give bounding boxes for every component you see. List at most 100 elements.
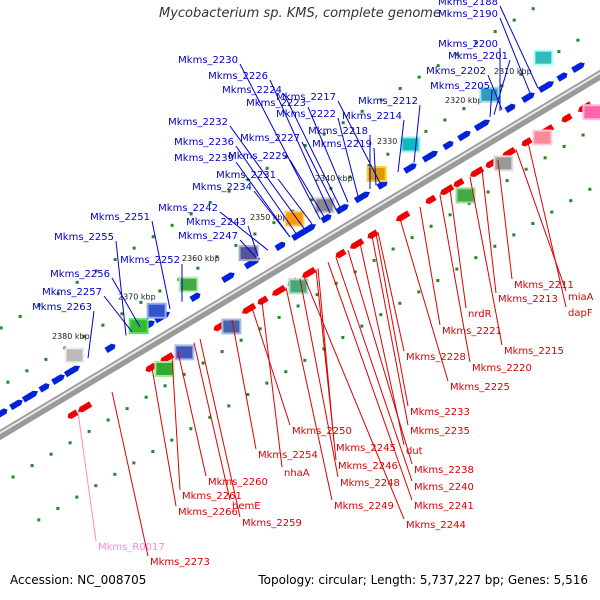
reverse-gene-arrow: [257, 295, 269, 305]
top-gene-label: Mkms_2214: [342, 111, 402, 122]
tick-dot: [25, 369, 29, 373]
tick-dot: [519, 72, 523, 76]
leader-line: [499, 17, 531, 94]
reverse-gene-arrow: [77, 401, 93, 413]
tick-dot: [296, 304, 300, 308]
tick-dot: [424, 129, 428, 133]
tick-dot: [372, 258, 376, 262]
top-gene-label: Mkms_2217: [276, 92, 336, 103]
forward-gene-arrow: [291, 230, 305, 241]
tick-dot: [94, 484, 98, 488]
reverse-gene-arrow: [145, 362, 157, 373]
feature-block: [582, 104, 600, 121]
leader-line: [371, 235, 409, 426]
top-gene-label: Mkms_2224: [222, 85, 282, 96]
forward-gene-arrow: [335, 203, 349, 215]
leader-line: [327, 262, 413, 501]
bottom-gene-label: Mkms_2233: [410, 407, 470, 418]
tick-dot: [87, 429, 91, 433]
bottom-gene-label: Mkms_2273: [150, 557, 210, 568]
forward-gene-arrow: [221, 272, 235, 283]
leader-line: [177, 352, 207, 477]
tick-dot: [56, 506, 60, 510]
forward-gene-arrow: [403, 163, 417, 174]
tick-dot: [30, 464, 34, 468]
leader-line: [493, 59, 511, 115]
leader-line: [499, 5, 539, 89]
feature-block: [532, 129, 553, 146]
reverse-gene-arrow: [521, 137, 533, 147]
kbp-tick-label: 2380 kbp: [52, 332, 90, 341]
top-gene-label: Mkms_2188: [438, 0, 498, 8]
top-gene-label: Mkms_2230: [178, 55, 238, 66]
leader-line: [283, 93, 341, 208]
tick-dot: [253, 232, 257, 236]
tick-dot: [189, 212, 193, 216]
bottom-gene-label: Mkms_2254: [258, 450, 318, 461]
top-gene-label: Mkms_2205: [430, 81, 490, 92]
kbp-tick-label: 2340 kbp: [315, 174, 353, 183]
forward-gene-arrow: [556, 72, 568, 82]
kbp-tick-label: 2370 kbp: [118, 292, 156, 301]
leader-line: [115, 240, 127, 336]
leader-line: [413, 104, 421, 163]
feature-block: [533, 49, 554, 66]
tick-dot: [234, 243, 238, 247]
leader-line: [399, 218, 449, 382]
tick-dot: [94, 269, 98, 273]
top-gene-label: Mkms_2212: [358, 96, 418, 107]
bottom-gene-label: Mkms_2220: [472, 363, 532, 374]
tick-dot: [576, 38, 580, 42]
feature-block: [221, 318, 242, 335]
reverse-gene-arrow: [395, 210, 411, 222]
leader-line: [335, 257, 413, 482]
bottom-gene-label: Mkms_2225: [450, 382, 510, 393]
tick-dot: [341, 335, 345, 339]
inner-tick-lane-bottom: [11, 133, 585, 479]
tick-dot: [367, 164, 371, 168]
top-gene-label: Mkms_2226: [208, 71, 268, 82]
bottom-gene-label: Mkms_2248: [340, 478, 400, 489]
bottom-gene-label: Mkms_2215: [504, 346, 564, 357]
leader-line: [527, 142, 567, 308]
tick-dot: [550, 210, 554, 214]
tick-dot: [562, 144, 566, 148]
tick-dot: [151, 449, 155, 453]
bottom-gene-label: Mkms_2249: [334, 501, 394, 512]
tick-dot: [348, 175, 352, 179]
tick-dot: [272, 221, 276, 225]
leader-line: [251, 307, 291, 426]
tick-dot: [189, 427, 193, 431]
forward-gene-arrow: [442, 140, 454, 151]
kbp-tick-label: 2360 kbp: [182, 254, 220, 263]
tick-dot: [56, 292, 60, 296]
tick-dot: [106, 418, 110, 422]
tick-dot: [455, 52, 459, 56]
tick-dot: [322, 347, 326, 351]
forward-gene-arrow: [376, 180, 388, 190]
reverse-gene-arrow: [367, 229, 379, 239]
bottom-gene-label: nrdR: [468, 309, 492, 320]
leader-line: [375, 233, 409, 407]
leader-line: [247, 225, 259, 257]
tick-dot: [132, 461, 136, 465]
tick-dot: [443, 118, 447, 122]
leader-line: [469, 176, 503, 346]
bottom-gene-label: Mkms_2246: [338, 461, 398, 472]
feature-block: [479, 86, 500, 103]
bottom-gene-label: Mkms_2238: [414, 465, 474, 476]
tick-dot: [239, 338, 243, 342]
top-gene-label: Mkms_2255: [54, 232, 114, 243]
tick-dot: [543, 156, 547, 160]
feature-block: [128, 318, 149, 335]
outer-tick-lane-top: [0, 7, 535, 330]
top-gene-label: Mkms_2201: [448, 51, 508, 62]
leader-line: [303, 276, 405, 520]
top-gene-label: Mkms_2242: [158, 203, 218, 214]
tick-dot: [322, 132, 326, 136]
tick-dot: [284, 370, 288, 374]
tick-dot: [227, 189, 231, 193]
top-gene-label: Mkms_2202: [426, 66, 486, 77]
bottom-gene-label: Mkms_2260: [208, 477, 268, 488]
